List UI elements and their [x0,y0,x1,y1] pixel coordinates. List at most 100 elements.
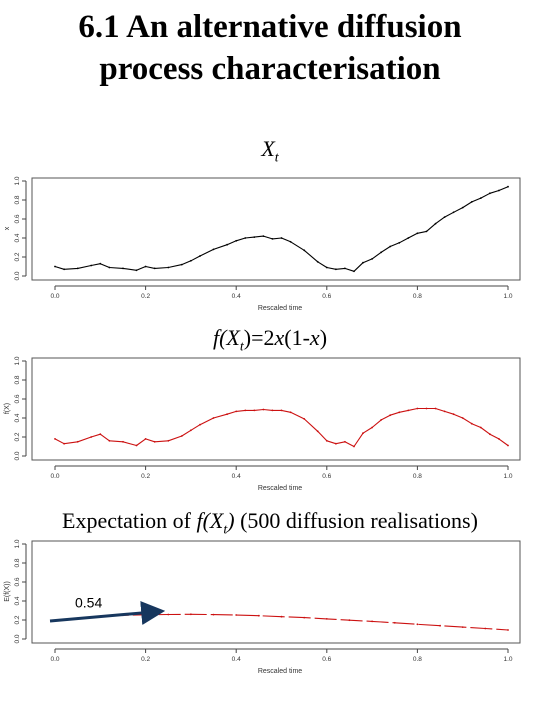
x-tick-label: 0.8 [413,656,422,663]
data-point [416,623,419,626]
data-point [54,265,56,268]
y-axis-label: f(X) [4,403,11,414]
y-tick-label: 0.0 [14,271,21,280]
y-tick-label: 0.2 [14,432,21,441]
data-point [167,439,170,442]
y-tick-label: 0.6 [14,394,21,403]
x-tick-label: 0.0 [50,473,59,480]
data-point [335,268,337,271]
data-point [425,230,428,233]
y-tick-label: 0.6 [14,214,21,223]
data-point [325,266,328,269]
data-point [280,237,283,239]
data-point [380,419,383,421]
data-point [258,614,260,617]
x-tick-label: 0.8 [413,473,422,480]
chart-2-title-fx: f(X [212,325,240,350]
data-point [153,440,156,443]
y-tick-label: 0.4 [14,596,21,605]
data-point [425,407,428,410]
data-point [470,201,473,203]
data-point [212,417,215,419]
y-tick-label: 1.0 [14,539,21,548]
data-point [122,267,124,270]
data-point [344,267,346,270]
chart-2-title-x2: x [309,325,320,350]
y-tick-label: 0.4 [14,233,21,242]
y-tick-label: 1.0 [14,176,21,185]
data-point [153,267,156,270]
data-point [180,435,183,437]
chart-3-plot: 0.0 0.2 0.4 0.6 0.8 1.0 E(f(X)) 0.0 0.2 0.4 0.6 0.8… [4,539,521,675]
data-point [122,440,124,443]
x-tick-label: 1.0 [503,656,512,663]
data-point [271,238,274,240]
data-point [108,266,111,269]
x-tick-label: 0.6 [322,656,331,663]
data-point [289,411,292,414]
data-point [63,268,65,271]
data-point [280,409,283,412]
data-point [226,243,229,246]
data-point [380,251,383,254]
chart-1-plot: 0.0 0.2 0.4 0.6 0.8 1.0 x 0.0 0.2 0.4 0.6 0.8 1.0 Res… [4,176,521,312]
x-tick-label: 0.2 [141,473,150,480]
slide-title: 6.1 An alternative diffusion process cha… [0,6,540,90]
data-point [144,438,147,440]
y-tick-label: 0.2 [14,615,21,624]
data-point [443,410,446,413]
data-point [108,439,111,442]
data-point [489,192,491,195]
chart-3-title-sub: t [223,522,228,538]
data-point [271,409,274,412]
data-point [316,260,319,263]
data-point [303,616,306,619]
y-tick-label: 0.8 [14,375,21,384]
data-point [434,222,437,225]
data-point [362,432,364,435]
data-point [190,613,192,616]
data-point [76,267,79,270]
data-point [262,235,265,237]
x-tick-label: 0.8 [413,293,422,300]
data-point [280,615,283,618]
data-point [416,407,419,410]
data-point [470,422,473,425]
data-point [180,263,183,266]
slide-title-line-2: process characterisation [99,51,441,87]
data-point [244,409,247,412]
chart-3-title: Expectation of f(Xt) (500 diffusion real… [0,508,540,538]
data-point [226,413,229,416]
x-axis-label: Rescaled time [258,485,302,492]
data-point [144,265,147,268]
data-point [244,237,247,239]
x-tick-label: 0.0 [50,293,59,300]
y-tick-label: 1.0 [14,356,21,365]
x-tick-label: 0.4 [232,293,241,300]
y-tick-label: 0.0 [14,451,21,460]
x-tick-label: 0.6 [322,293,331,300]
x-tick-label: 0.4 [232,656,241,663]
x-tick-label: 1.0 [503,473,512,480]
data-point [190,429,192,432]
chart-2-title-x1: x [274,325,285,350]
x-tick-label: 1.0 [503,293,512,300]
plot-frame [31,540,521,644]
y-tick-label: 0.2 [14,252,21,261]
data-point [289,240,292,243]
data-point [353,270,355,273]
x-tick-label: 0.2 [141,656,150,663]
x-axis-label: Rescaled time [258,305,302,312]
data-point [498,189,500,192]
chart-2-title-close: ) [319,325,328,350]
data-point [407,237,410,239]
data-point [353,445,355,448]
data-point [90,436,93,438]
data-point [54,438,56,440]
data-point [434,407,437,410]
chart-2-plot: 0.0 0.2 0.4 0.6 0.8 1.0 f(X) 0.0 0.2 0.4 0.6 0.8 1.0… [4,356,521,492]
data-point [199,255,201,257]
annotation-label: 0.54 [75,595,102,611]
data-point [371,620,373,623]
data-point [461,417,464,419]
